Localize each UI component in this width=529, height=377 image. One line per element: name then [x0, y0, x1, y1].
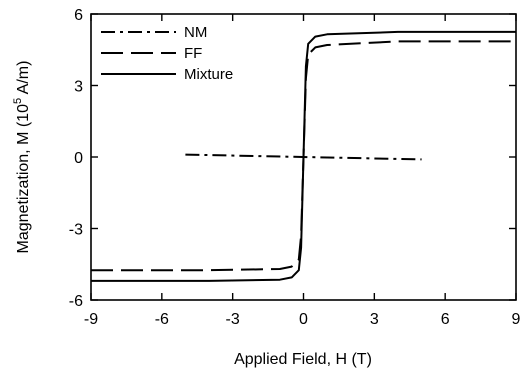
series-layer [91, 30, 516, 282]
legend-label-mixture: Mixture [184, 66, 233, 83]
legend: NM FF Mixture [101, 24, 233, 83]
x-tick-label: -3 [226, 311, 240, 328]
y-axis-label-prefix: Magnetization, M (10 [15, 104, 32, 254]
x-tick-label: -6 [155, 311, 169, 328]
legend-label-ff: FF [184, 45, 202, 62]
series-line-mixture [91, 30, 516, 282]
y-axis-label: Magnetization, M (105 A/m) [12, 61, 32, 254]
y-axis-label-suffix: A/m) [15, 61, 32, 98]
y-tick-label: 6 [74, 7, 83, 24]
y-tick-label: 0 [74, 150, 83, 167]
x-tick-label: -9 [84, 311, 98, 328]
y-tick-label: 3 [74, 79, 83, 96]
x-tick-label: 9 [512, 311, 521, 328]
x-tick-label: 6 [441, 311, 450, 328]
y-tick-label: -3 [69, 222, 83, 239]
legend-label-nm: NM [184, 24, 207, 41]
y-axis-label-exponent: 5 [12, 98, 24, 104]
x-tick-label: 3 [370, 311, 379, 328]
x-tick-label: 0 [299, 311, 308, 328]
y-tick-label: -6 [69, 293, 83, 310]
x-axis-label: Applied Field, H (T) [234, 351, 372, 368]
